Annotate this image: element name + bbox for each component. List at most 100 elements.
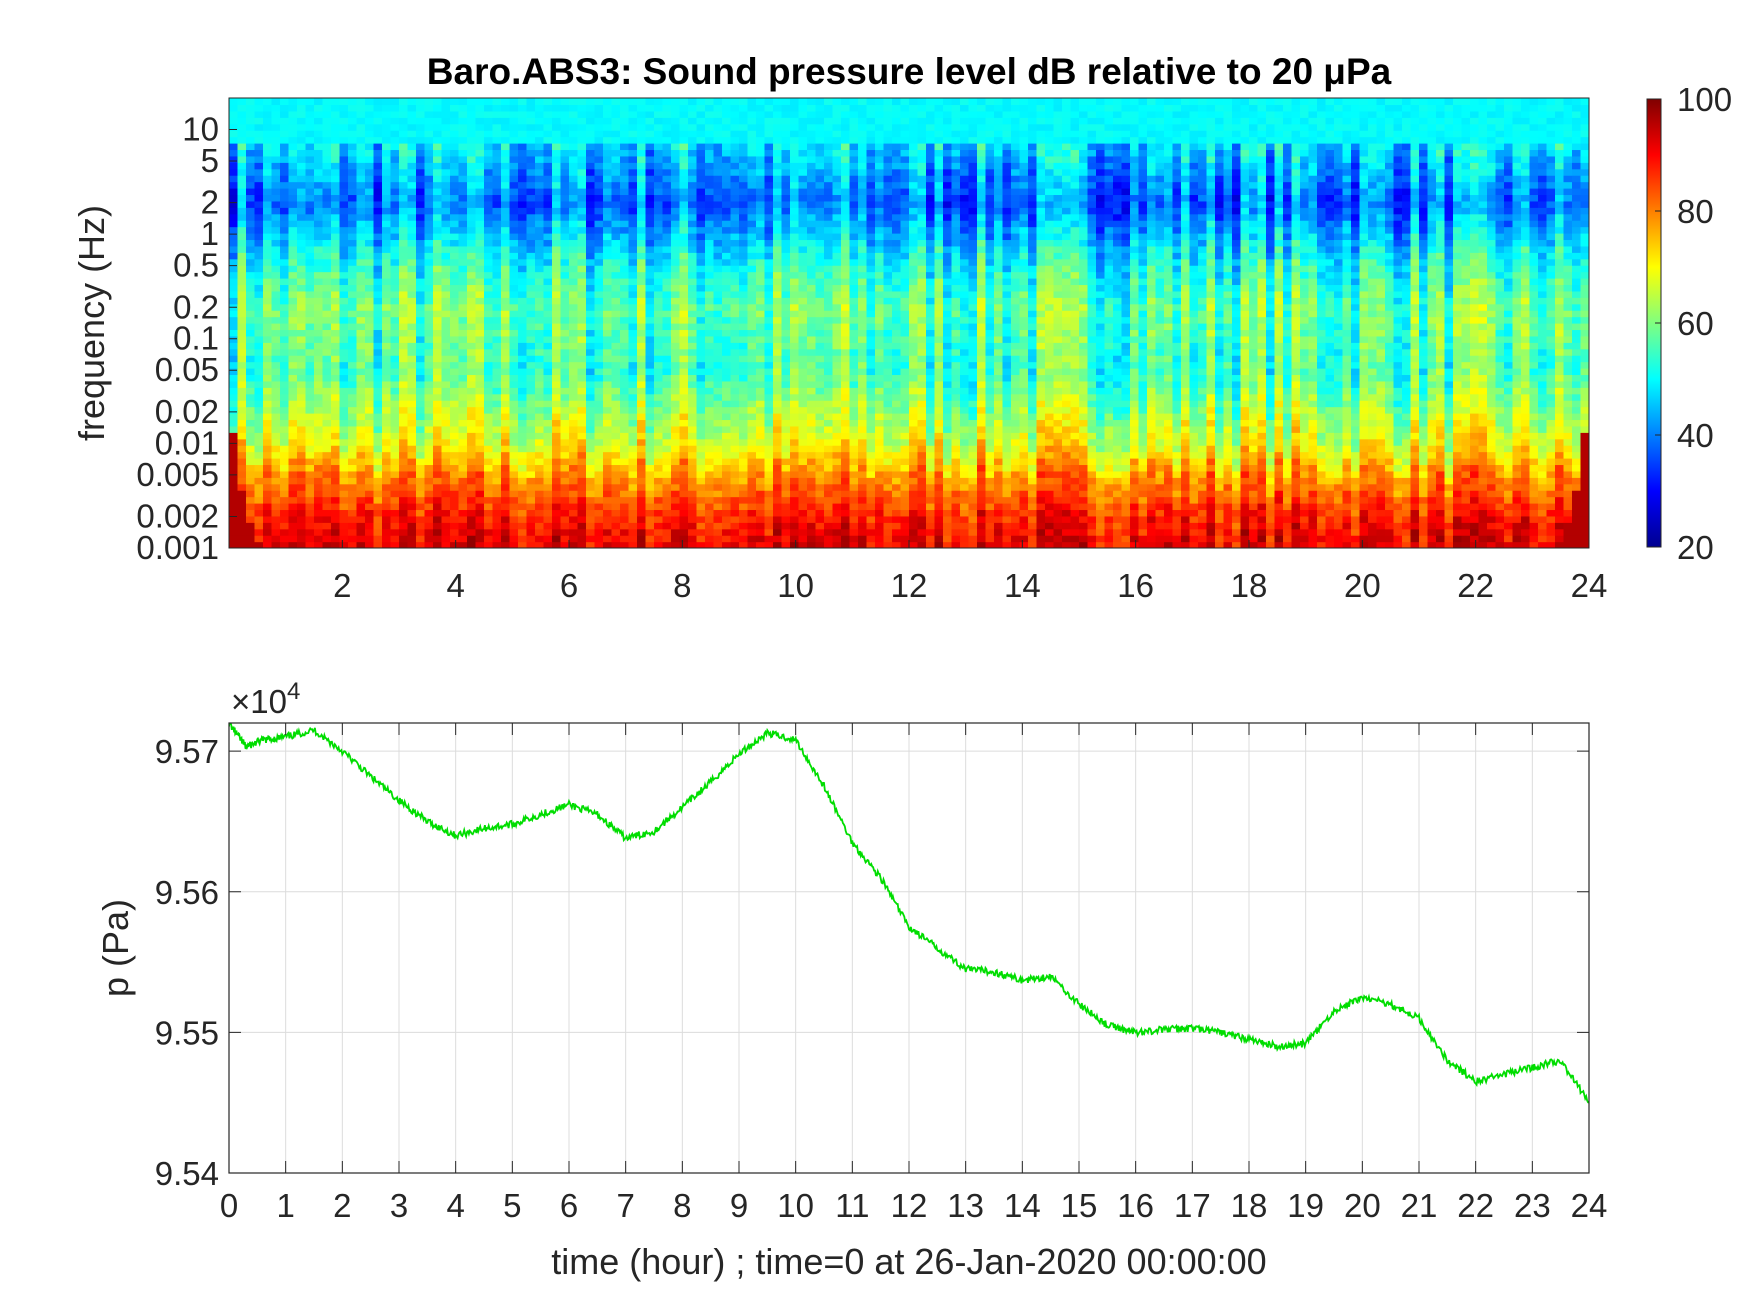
spectrogram-cell xyxy=(662,387,672,395)
spectrogram-cell xyxy=(450,213,460,221)
spectrogram-cell xyxy=(356,110,366,118)
spectrogram-cell xyxy=(696,181,706,189)
spectrogram-cell xyxy=(331,200,341,208)
spectrogram-cell xyxy=(679,284,689,292)
spectrogram-cell xyxy=(424,245,434,253)
spectrogram-cell xyxy=(688,130,698,138)
spectrogram-cell xyxy=(288,310,298,318)
spectrogram-cell xyxy=(824,316,834,324)
spectrogram-cell xyxy=(790,348,800,356)
spectrogram-cell xyxy=(373,374,383,382)
spectrogram-cell xyxy=(824,143,834,151)
spectrogram-cell xyxy=(475,503,485,511)
spectrogram-cell xyxy=(679,162,689,170)
spectrogram-cell xyxy=(603,380,613,388)
spectrogram-cell xyxy=(815,470,825,478)
spectrogram-cell xyxy=(280,226,290,234)
spectrogram-cell xyxy=(654,175,664,183)
spectrogram-cell xyxy=(407,528,417,536)
spectrogram-cell xyxy=(747,233,757,241)
spectrogram-cell xyxy=(382,123,392,131)
spectrogram-cell xyxy=(263,258,273,266)
spectrogram-cell xyxy=(594,245,604,253)
spectrogram-cell xyxy=(552,535,562,543)
spectrogram-cell xyxy=(390,149,400,157)
spectrogram-cell xyxy=(399,258,409,266)
spectrogram-cell xyxy=(645,200,655,208)
spectrogram-cell xyxy=(781,239,791,247)
spectrogram-cell xyxy=(713,496,723,504)
spectrogram-cell xyxy=(356,123,366,131)
spectrogram-cell xyxy=(790,483,800,491)
spectrogram-cell xyxy=(492,181,502,189)
spectrogram-cell xyxy=(305,213,315,221)
spectrogram-cell xyxy=(237,515,247,523)
spectrogram-cell xyxy=(543,98,553,106)
spectrogram-cell xyxy=(824,458,834,466)
spectrogram-cell xyxy=(798,419,808,427)
spectrogram-cell xyxy=(501,136,511,144)
spectrogram-cell xyxy=(747,175,757,183)
spectrogram-cell xyxy=(475,316,485,324)
spectrogram-cell xyxy=(688,425,698,433)
spectrogram-cell xyxy=(815,432,825,440)
spectrogram-cell xyxy=(586,515,596,523)
spectrogram-cell xyxy=(781,425,791,433)
spectrogram-cell xyxy=(832,445,842,453)
spectrogram-cell xyxy=(246,117,256,125)
spectrogram-cell xyxy=(467,155,477,163)
spectrogram-cell xyxy=(620,316,630,324)
spectrogram-cell xyxy=(297,175,307,183)
spectrogram-cell xyxy=(679,290,689,298)
spectrogram-cell xyxy=(764,393,774,401)
spectrogram-cell xyxy=(543,226,553,234)
spectrogram-cell xyxy=(467,438,477,446)
spectrogram-cell xyxy=(781,445,791,453)
spectrogram-cell xyxy=(662,181,672,189)
spectrogram-cell xyxy=(280,490,290,498)
spectrogram-cell xyxy=(781,188,791,196)
spectrogram-cell xyxy=(781,451,791,459)
spectrogram-cell xyxy=(518,303,528,311)
spectrogram-cell xyxy=(594,541,604,548)
spectrogram-cell xyxy=(450,323,460,331)
spectrogram-cell xyxy=(424,445,434,453)
spectrogram-cell xyxy=(662,496,672,504)
spectrogram-cell xyxy=(560,303,570,311)
spectrogram-cell xyxy=(416,278,426,286)
spectrogram-cell xyxy=(305,541,315,548)
spectrogram-cell xyxy=(722,374,732,382)
spectrogram-cell xyxy=(305,168,315,176)
spectrogram-cell xyxy=(365,239,375,247)
spectrogram-cell xyxy=(288,303,298,311)
spectrogram-cell xyxy=(467,175,477,183)
spectrogram-cell xyxy=(373,303,383,311)
spectrogram-cell xyxy=(526,355,536,363)
spectrogram-cell xyxy=(620,470,630,478)
spectrogram-cell xyxy=(628,368,638,376)
spectrogram-cell xyxy=(237,310,247,318)
spectrogram-cell xyxy=(492,342,502,350)
spectrogram-cell xyxy=(288,541,298,548)
spectrogram-cell xyxy=(390,522,400,530)
spectrogram-cell xyxy=(348,522,358,530)
spectrogram-cell xyxy=(280,168,290,176)
spectrogram-cell xyxy=(671,162,681,170)
spectrogram-cell xyxy=(807,162,817,170)
spectrogram-cell xyxy=(297,117,307,125)
spectrogram-cell xyxy=(815,490,825,498)
spectrogram-cell xyxy=(713,271,723,279)
spectrogram-cell xyxy=(679,535,689,543)
spectrogram-cell xyxy=(501,432,511,440)
spectrogram-cell xyxy=(305,245,315,253)
spectrogram-cell xyxy=(662,458,672,466)
spectrogram-cell xyxy=(586,503,596,511)
spectrogram-cell xyxy=(569,271,579,279)
spectrogram-cell xyxy=(305,374,315,382)
spectrogram-cell xyxy=(671,535,681,543)
spectrogram-cell xyxy=(382,252,392,260)
spectrogram-cell xyxy=(560,143,570,151)
spectrogram-cell xyxy=(450,425,460,433)
spectrogram-cell xyxy=(407,252,417,260)
spectrogram-cell xyxy=(654,528,664,536)
